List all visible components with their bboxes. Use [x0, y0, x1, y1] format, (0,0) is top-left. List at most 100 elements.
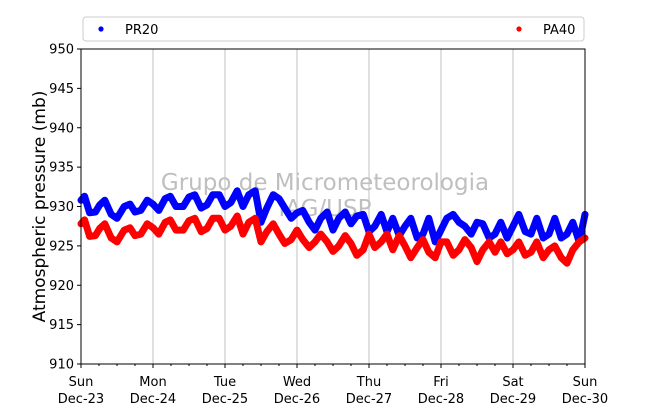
series-pa40 — [77, 212, 589, 267]
data-point — [149, 224, 157, 231]
data-point — [419, 230, 427, 238]
data-point — [86, 233, 93, 240]
data-point — [414, 244, 421, 251]
data-point — [522, 228, 529, 235]
data-point — [569, 246, 576, 253]
data-point — [509, 246, 517, 253]
data-point — [281, 240, 288, 247]
data-point — [486, 238, 493, 246]
data-point — [227, 223, 234, 230]
vertical-gridlines — [152, 49, 514, 364]
data-point — [317, 215, 324, 222]
x-tick-date-label: Dec-28 — [418, 392, 464, 407]
data-point — [299, 207, 306, 214]
y-tick-label: 920 — [49, 279, 74, 294]
data-point — [378, 211, 385, 218]
x-tick-date-label: Dec-24 — [130, 392, 176, 407]
x-tick-date-label: Dec-23 — [58, 392, 104, 407]
data-point — [252, 187, 259, 194]
data-point — [203, 225, 211, 232]
data-point — [455, 246, 463, 253]
data-point — [317, 230, 324, 238]
x-tick-day-label: Tue — [213, 375, 236, 390]
data-point — [407, 254, 414, 261]
data-point — [360, 211, 367, 218]
data-point — [113, 215, 121, 222]
data-point — [227, 199, 234, 206]
data-point — [185, 217, 193, 224]
x-tick-date-label: Dec-26 — [274, 392, 320, 407]
data-point — [419, 236, 427, 243]
data-point — [167, 193, 174, 200]
data-point — [437, 226, 445, 234]
data-point — [324, 238, 331, 246]
data-point — [121, 226, 128, 234]
data-point — [504, 234, 511, 242]
data-point — [144, 220, 151, 227]
data-point — [425, 215, 432, 222]
data-point — [533, 215, 540, 222]
y-axis-label: Atmospheric pressure (mb) — [30, 91, 50, 323]
data-point — [293, 209, 301, 216]
data-point — [347, 240, 355, 247]
data-point — [432, 254, 439, 261]
data-point — [497, 219, 504, 226]
data-point — [401, 242, 409, 250]
data-point — [239, 203, 247, 210]
data-point — [527, 249, 535, 256]
data-point — [191, 215, 198, 222]
data-point — [126, 224, 134, 231]
data-point — [396, 232, 403, 239]
legend-label: PA40 — [543, 23, 575, 38]
data-point — [389, 246, 396, 253]
data-point — [461, 236, 468, 243]
legend-marker — [98, 26, 104, 32]
legend-label: PR20 — [125, 23, 158, 38]
x-tick-date-label: Dec-27 — [346, 392, 392, 407]
data-point — [185, 193, 193, 201]
data-point — [137, 230, 144, 238]
data-point — [155, 207, 162, 214]
data-point — [270, 220, 277, 227]
data-point — [515, 238, 522, 246]
data-point — [443, 215, 450, 222]
data-point — [563, 260, 571, 267]
data-point — [311, 238, 319, 246]
x-tick-day-label: Sun — [573, 375, 598, 390]
data-point — [96, 201, 103, 209]
data-point — [131, 232, 139, 239]
data-point — [144, 197, 151, 204]
legend: PR20 PA40 — [82, 16, 585, 42]
data-point — [270, 191, 277, 198]
data-point — [551, 242, 558, 250]
data-point — [137, 207, 144, 214]
data-point — [245, 219, 252, 226]
data-point — [263, 228, 270, 235]
watermark-line: Grupo de Micrometeorologia — [161, 170, 489, 196]
data-point — [353, 252, 360, 259]
data-point — [108, 211, 115, 218]
data-point — [401, 223, 409, 230]
data-point — [245, 191, 252, 198]
x-tick-day-label: Sat — [502, 375, 523, 390]
y-tick-label: 930 — [49, 200, 74, 215]
data-point — [540, 254, 547, 261]
data-point — [545, 246, 553, 253]
data-point — [558, 234, 565, 242]
legend-marker — [516, 26, 522, 32]
data-point — [239, 230, 247, 238]
data-point — [113, 238, 121, 246]
data-point — [558, 254, 565, 261]
data-point — [155, 230, 162, 238]
data-point — [198, 228, 205, 235]
data-point — [81, 216, 88, 224]
data-point — [234, 187, 241, 194]
data-point — [252, 215, 259, 222]
x-tick-day-label: Wed — [283, 375, 311, 390]
data-point — [522, 252, 529, 259]
data-point — [101, 197, 109, 204]
data-point — [473, 219, 481, 226]
data-point — [389, 215, 396, 222]
legend-box — [82, 16, 585, 42]
